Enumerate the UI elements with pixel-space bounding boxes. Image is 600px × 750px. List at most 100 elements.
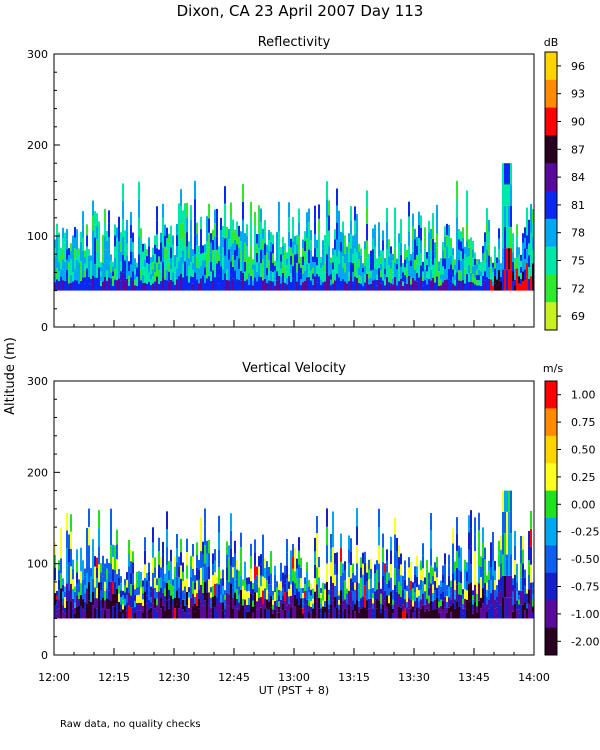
data-cell — [346, 275, 348, 284]
data-cell — [506, 490, 508, 512]
data-cell — [460, 571, 462, 584]
data-cell — [410, 284, 412, 291]
data-cell — [170, 595, 172, 608]
data-cell — [470, 546, 472, 565]
data-cell — [220, 278, 222, 291]
data-cell — [326, 600, 328, 619]
data-cell — [64, 242, 66, 252]
data-cell — [210, 271, 212, 282]
data-cell — [296, 558, 298, 569]
data-cell — [278, 275, 280, 291]
data-cell — [510, 184, 512, 206]
data-cell — [386, 221, 388, 236]
data-cell — [456, 180, 458, 200]
data-cell — [170, 279, 172, 291]
data-cell — [360, 577, 362, 588]
data-cell — [114, 246, 116, 258]
data-cell — [94, 566, 96, 577]
data-cell — [300, 557, 302, 568]
data-cell — [290, 584, 292, 596]
data-cell — [148, 581, 150, 591]
data-cell — [486, 611, 488, 619]
data-cell — [284, 600, 286, 610]
data-cell — [132, 251, 134, 262]
data-cell — [516, 257, 518, 269]
data-cell — [208, 566, 210, 580]
data-cell — [102, 234, 104, 245]
data-cell — [334, 229, 336, 240]
data-cell — [504, 511, 506, 534]
data-cell — [110, 545, 112, 564]
data-cell — [480, 261, 482, 267]
data-cell — [214, 595, 216, 607]
data-cell — [288, 588, 290, 597]
data-cell — [446, 223, 448, 235]
data-cell — [160, 252, 162, 262]
data-cell — [436, 204, 438, 220]
data-cell — [58, 570, 60, 580]
colorbar-frame — [544, 380, 558, 656]
data-cell — [518, 268, 520, 277]
data-cell — [286, 277, 288, 285]
data-cell — [86, 588, 88, 604]
data-cell — [504, 554, 506, 576]
data-cell — [492, 281, 494, 286]
data-cell — [88, 600, 90, 619]
data-cell — [128, 540, 130, 554]
data-cell — [94, 250, 96, 265]
data-cell — [230, 231, 232, 247]
data-cell — [508, 163, 510, 185]
data-cell — [496, 268, 498, 275]
data-cell — [246, 257, 248, 269]
colorbar-swatch — [545, 518, 557, 546]
data-cell — [486, 589, 488, 597]
data-cell — [76, 560, 78, 573]
data-cell — [398, 569, 400, 582]
data-cell — [506, 511, 508, 534]
data-cell — [502, 226, 504, 249]
data-cell — [310, 606, 312, 613]
colorbar-swatch — [545, 191, 557, 220]
data-cell — [410, 260, 412, 267]
data-cell — [168, 281, 170, 291]
data-cell — [348, 563, 350, 577]
data-cell — [426, 258, 428, 265]
data-cell — [252, 606, 254, 613]
data-cell — [64, 251, 66, 262]
data-cell — [100, 600, 102, 610]
data-cell — [384, 600, 386, 610]
data-cell — [522, 261, 524, 272]
data-cell — [332, 262, 334, 270]
data-cell — [468, 549, 470, 567]
data-cell — [168, 560, 170, 571]
data-cell — [270, 280, 272, 291]
data-cell — [116, 574, 118, 589]
data-cell — [270, 241, 272, 252]
data-cell — [512, 271, 514, 282]
colorbar-swatch — [545, 600, 557, 629]
data-cell — [210, 233, 212, 243]
data-cell — [176, 590, 178, 605]
data-cell — [206, 540, 208, 554]
y-tick-label: 0 — [41, 321, 48, 334]
data-cell — [502, 575, 504, 598]
data-cell — [512, 261, 514, 272]
data-cell — [348, 281, 350, 291]
data-cell — [244, 281, 246, 291]
data-cell — [312, 262, 314, 268]
data-cell — [240, 241, 242, 252]
data-cell — [422, 568, 424, 581]
data-cell — [430, 228, 432, 240]
data-cell — [364, 249, 366, 258]
colorbar-label: -2.00 — [571, 635, 599, 648]
data-cell — [146, 603, 148, 611]
data-cell — [196, 555, 198, 568]
data-cell — [132, 261, 134, 272]
data-cell — [92, 592, 94, 606]
data-cell — [484, 271, 486, 281]
data-cell — [372, 259, 374, 270]
data-cell — [512, 578, 514, 585]
data-cell — [76, 270, 78, 281]
data-cell — [526, 598, 528, 604]
data-cell — [352, 253, 354, 264]
